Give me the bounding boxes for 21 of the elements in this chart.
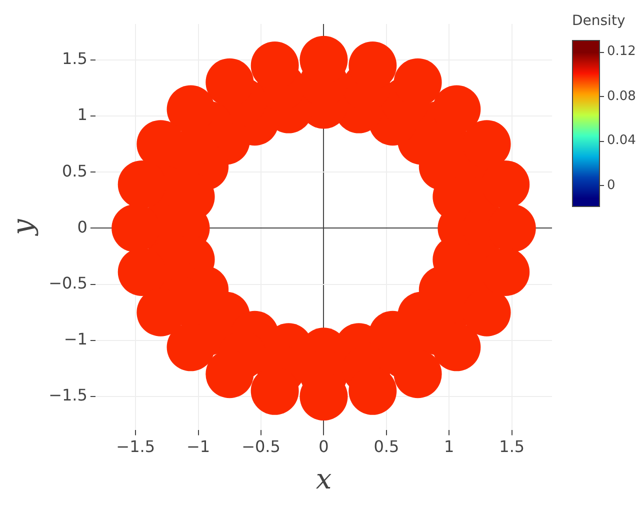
y-tick-label: −0.5 [48,273,88,292]
y-tick-label: 0 [77,217,88,236]
x-tick-label: 1.5 [499,436,525,456]
y-tick-label: 0.5 [62,161,88,180]
y-tick-label: −1 [64,330,88,349]
x-tick-label: −0.5 [242,436,280,456]
x-tick-label: 0.5 [374,436,400,456]
x-tick-label: −1.5 [116,436,156,456]
color-bar-label: 0.04 [607,133,636,150]
color-bar-label: 0.08 [607,88,636,105]
color-bar-title: Density [572,12,626,30]
color-bar-label: 0.12 [607,44,636,60]
y-axis-title: y [6,218,40,238]
y-tick-label: 1.5 [62,49,88,68]
y-tick-label: 1 [77,105,88,124]
color-bar-label: 0 [607,178,616,194]
y-tick-label: −1.5 [48,386,88,405]
x-tick-label: −1 [186,436,210,456]
x-axis-title: x [316,462,332,496]
x-tick-label: 0 [318,436,329,456]
x-tick-label: 1 [444,436,454,456]
